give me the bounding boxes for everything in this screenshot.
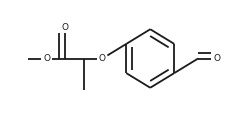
Text: O: O (213, 54, 220, 63)
Text: O: O (43, 54, 50, 63)
Text: O: O (99, 54, 106, 63)
Text: O: O (62, 23, 69, 32)
